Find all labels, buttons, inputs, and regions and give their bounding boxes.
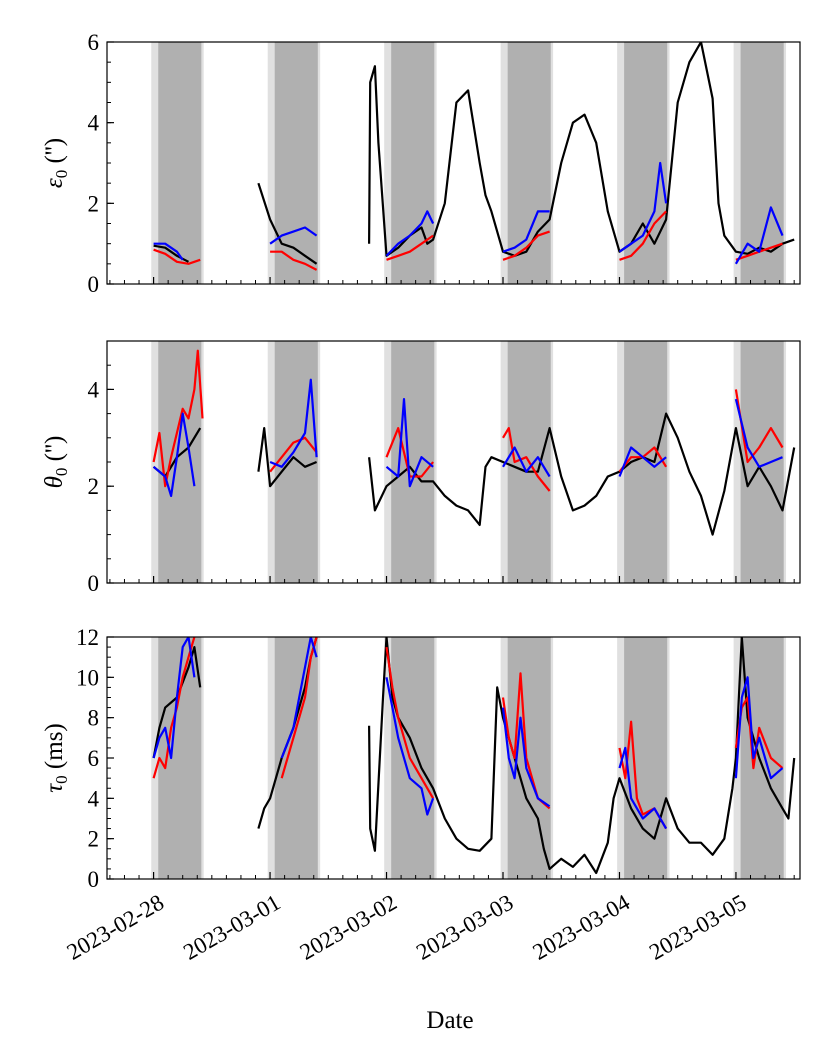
y-tick-label: 0 [88,272,100,297]
series-black-line [152,637,796,875]
x-tick-label: 2023-03-03 [412,890,517,965]
series-blue-line [153,161,784,265]
y-axis-label: τ0 (ms) [41,723,71,793]
series-group [153,42,795,271]
y-tick-label: 6 [88,30,100,55]
series-black-line [152,412,796,536]
y-axis-subscript: 0 [52,775,71,784]
plot-frame [106,41,801,285]
y-tick-label: 2 [88,191,100,216]
y-axis-subscript: 0 [52,468,71,477]
y-tick-label: 4 [88,111,100,136]
series-blue-line [152,378,783,497]
y-tick-label: 4 [88,786,100,811]
series-blue-line [152,637,784,830]
y-tick-label: 0 [88,867,100,892]
y-axis-symbol: τ [41,783,68,793]
series-black-line [153,42,795,265]
night-band-1 [274,42,318,284]
y-axis-symbol: ε [41,178,68,188]
y-tick-label: 8 [88,706,100,731]
y-axis-subscript: 0 [52,170,71,179]
x-tick-label: 2023-02-28 [63,890,168,965]
x-tick-label: 2023-03-02 [296,890,401,965]
series-group [152,637,796,875]
series-group [152,349,796,536]
night-bands [151,42,787,284]
y-axis-label: θ0 ('') [41,436,71,489]
x-tick-label: 2023-03-01 [179,890,284,965]
y-axis-unit: ('') [41,436,68,468]
series-red-line [153,210,783,271]
x-tick-label: 2023-03-05 [645,890,750,965]
y-axis-unit: (ms) [41,723,68,775]
y-tick-label: 6 [88,746,100,771]
y-axis-label: ε0 ('') [41,138,71,188]
y-tick-label: 2 [88,827,100,852]
y-axis-unit: ('') [41,138,68,170]
y-tick-label: 4 [88,377,100,402]
night-band-4 [624,637,668,879]
y-tick-label: 2 [88,474,100,499]
night-band-2 [391,637,435,879]
y-tick-label: 10 [76,665,99,690]
night-bands [151,341,787,583]
x-axis-label: Date [426,1007,473,1034]
y-tick-label: 12 [76,625,99,650]
x-tick-label: 2023-03-04 [529,889,635,965]
night-band-5 [740,637,784,879]
plot-frame [106,340,801,584]
y-tick-label: 0 [88,571,100,596]
night-band-1 [274,341,318,583]
series-red-line [152,637,784,830]
y-axis-symbol: θ [41,476,68,488]
